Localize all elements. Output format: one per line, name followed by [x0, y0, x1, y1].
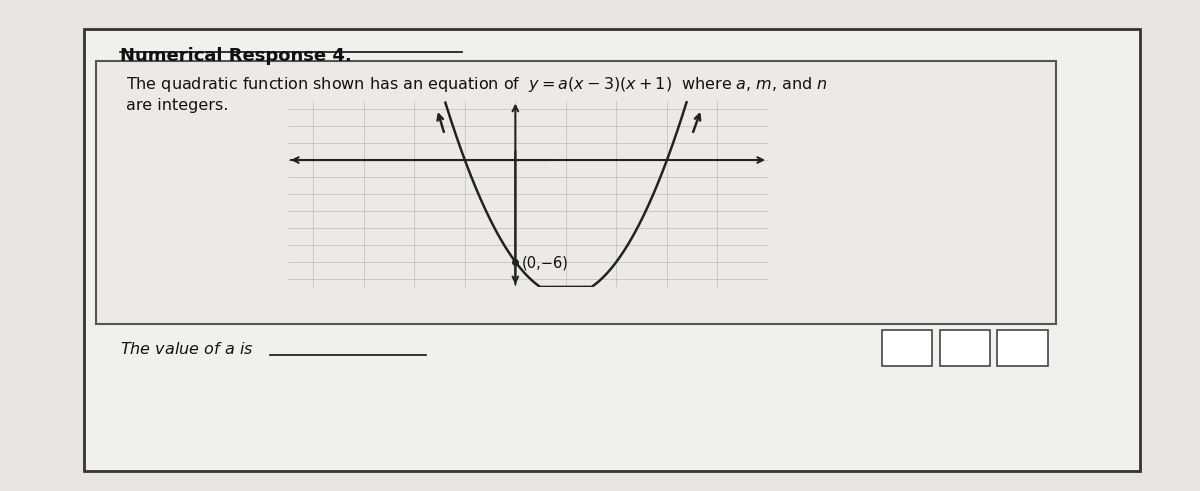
Text: Numerical Response 4.: Numerical Response 4. — [120, 47, 352, 65]
Bar — [84, 29, 1140, 471]
Text: are integers.: are integers. — [126, 98, 228, 113]
Bar — [940, 330, 990, 366]
Text: (0,−6): (0,−6) — [522, 255, 569, 270]
Bar — [882, 330, 932, 366]
Text: The quadratic function shown has an equation of  $y = a(x-3)(x+1)$  where $a$, $: The quadratic function shown has an equa… — [126, 75, 828, 94]
Bar — [997, 330, 1048, 366]
Bar — [96, 61, 1056, 324]
Text: The value of $a$ is: The value of $a$ is — [120, 341, 253, 357]
